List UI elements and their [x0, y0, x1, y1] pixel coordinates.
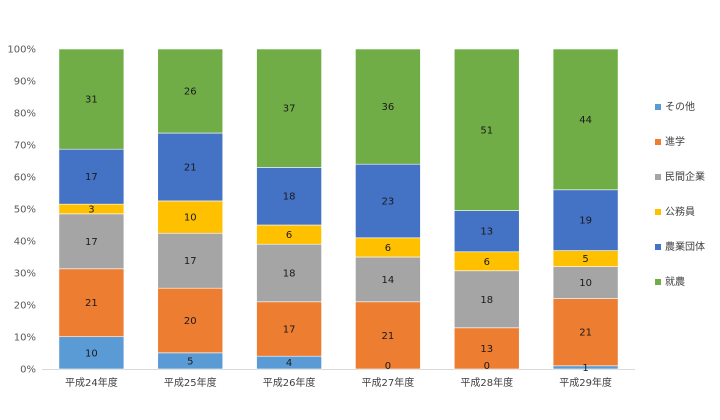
data-label: 4: [286, 358, 292, 369]
bar-segment: [552, 266, 619, 299]
bar-segment: [157, 200, 224, 234]
bar-segment: [58, 48, 125, 150]
y-tick-label: 10%: [14, 333, 36, 344]
bar-segment: [453, 327, 520, 370]
y-tick-label: 40%: [14, 237, 36, 248]
data-label: 19: [579, 216, 592, 227]
y-tick-label: 0%: [20, 365, 36, 376]
legend-label: 公務員: [665, 205, 695, 218]
data-label: 44: [579, 115, 592, 126]
bar-segment: [453, 48, 520, 211]
data-label: 20: [184, 316, 197, 327]
bar-layer: [58, 48, 619, 370]
data-label: 31: [85, 95, 98, 106]
data-label: 36: [382, 102, 395, 113]
legend-label: 民間企業: [665, 170, 705, 183]
data-label: 0: [484, 361, 490, 372]
bar-segment: [355, 48, 421, 165]
data-label: 17: [85, 172, 98, 183]
bar-segment: [157, 232, 224, 289]
data-label: 17: [184, 256, 197, 267]
y-tick-label: 30%: [14, 269, 36, 280]
legend-label: 農業団体: [665, 240, 705, 253]
bar-segment: [157, 48, 224, 134]
bar-segment: [453, 210, 520, 253]
data-label: 13: [480, 344, 493, 355]
label-layer: 1021173173152017102126417186183702114623…: [85, 87, 592, 374]
data-label: 17: [283, 325, 296, 336]
y-tick-label: 70%: [14, 141, 36, 152]
bar-segment: [58, 148, 125, 205]
legend-swatch: [655, 209, 661, 215]
data-label: 26: [184, 87, 197, 98]
x-category-label: 平成26年度: [263, 376, 316, 389]
data-label: 21: [579, 328, 592, 339]
y-tick-label: 60%: [14, 173, 36, 184]
y-tick-label: 100%: [7, 45, 36, 56]
data-label: 21: [184, 162, 197, 173]
legend-swatch: [655, 139, 661, 145]
bar-segment: [256, 301, 322, 357]
legend-swatch: [655, 279, 661, 285]
bar-segment: [256, 243, 322, 303]
bar-segment: [552, 298, 619, 367]
x-category-label: 平成27年度: [362, 376, 415, 389]
bar-segment: [157, 132, 224, 202]
data-label: 18: [480, 295, 493, 306]
bar-segment: [552, 189, 619, 251]
data-label: 6: [385, 243, 391, 254]
bar-segment: [453, 270, 520, 329]
bar-segment: [256, 48, 322, 168]
data-label: 6: [286, 230, 292, 241]
data-label: 21: [85, 298, 98, 309]
data-label: 5: [582, 254, 588, 265]
bar-segment: [58, 213, 125, 270]
y-tick-label: 50%: [14, 205, 36, 216]
axis-layer: 0% 10% 20% 30% 40% 50% 60% 70% 80% 90% 100% 平成24年度 平…: [7, 45, 635, 389]
x-category-label: 平成24年度: [65, 376, 118, 389]
legend-label: 進学: [665, 135, 685, 148]
x-category-label: 平成28年度: [460, 376, 513, 389]
bar-segment: [58, 336, 125, 370]
data-label: 10: [184, 213, 197, 224]
y-tick-label: 20%: [14, 301, 36, 312]
bar-segment: [256, 167, 322, 226]
data-label: 51: [480, 125, 493, 136]
data-label: 5: [187, 356, 193, 367]
data-label: 18: [283, 192, 296, 203]
data-label: 10: [579, 278, 592, 289]
data-label: 0: [385, 361, 391, 372]
bar-segment: [355, 256, 421, 303]
data-label: 17: [85, 237, 98, 248]
data-label: 3: [88, 205, 94, 216]
x-category-label: 平成29年度: [559, 376, 612, 389]
data-label: 14: [382, 275, 395, 286]
data-label: 6: [484, 257, 490, 268]
legend-label: 就農: [665, 275, 685, 288]
bar-segment: [355, 163, 421, 239]
data-label: 21: [382, 331, 395, 342]
data-label: 10: [85, 348, 98, 359]
legend-label: その他: [665, 100, 695, 113]
legend-swatch: [655, 104, 661, 110]
legend-swatch: [655, 174, 661, 180]
legend-swatch: [655, 244, 661, 250]
y-tick-label: 80%: [14, 109, 36, 120]
x-category-label: 平成25年度: [164, 376, 217, 389]
data-label: 1: [582, 363, 588, 374]
data-label: 23: [382, 197, 395, 208]
data-label: 13: [480, 227, 493, 238]
bar-segment: [552, 48, 619, 191]
bar-segment: [355, 301, 421, 370]
y-tick-label: 90%: [14, 77, 36, 88]
data-label: 37: [283, 104, 296, 115]
data-label: 18: [283, 269, 296, 280]
